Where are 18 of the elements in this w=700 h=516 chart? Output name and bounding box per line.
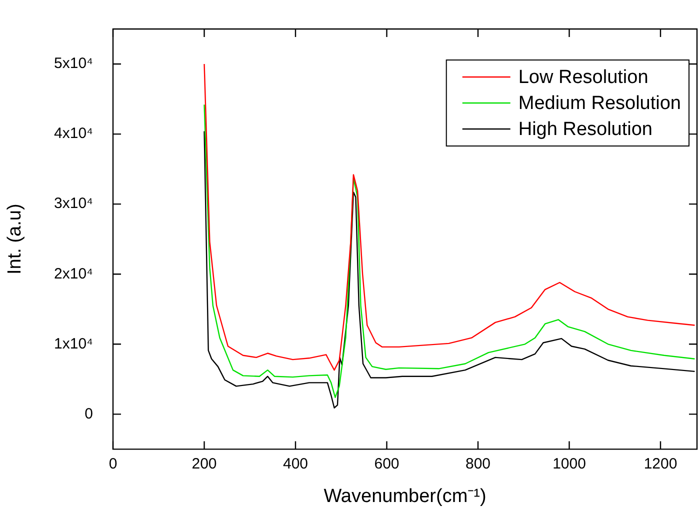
- y-tick-label: 0: [84, 405, 93, 422]
- x-tick-label: 200: [192, 455, 217, 472]
- x-tick-label: 0: [108, 455, 118, 472]
- y-tick-label: 5x10⁴: [54, 55, 93, 72]
- x-tick-label: 1200: [644, 455, 678, 472]
- y-tick-label: 3x10⁴: [54, 195, 93, 212]
- legend-label: Medium Resolution: [518, 93, 682, 114]
- y-tick-label: 4x10⁴: [54, 125, 93, 142]
- y-tick-label: 2x10⁴: [54, 265, 93, 282]
- legend-label: Low Resolution: [518, 67, 648, 88]
- x-tick-label: 600: [374, 455, 400, 472]
- x-tick-label: 400: [282, 455, 308, 472]
- x-axis-title: Wavenumber(cm⁻¹): [324, 486, 486, 507]
- x-tick-label: 1000: [552, 455, 586, 472]
- y-axis-title: Int. (a.u): [4, 204, 26, 274]
- legend-label: High Resolution: [518, 119, 653, 140]
- x-tick-label: 800: [465, 455, 491, 472]
- y-tick-label: 1x10⁴: [54, 335, 93, 352]
